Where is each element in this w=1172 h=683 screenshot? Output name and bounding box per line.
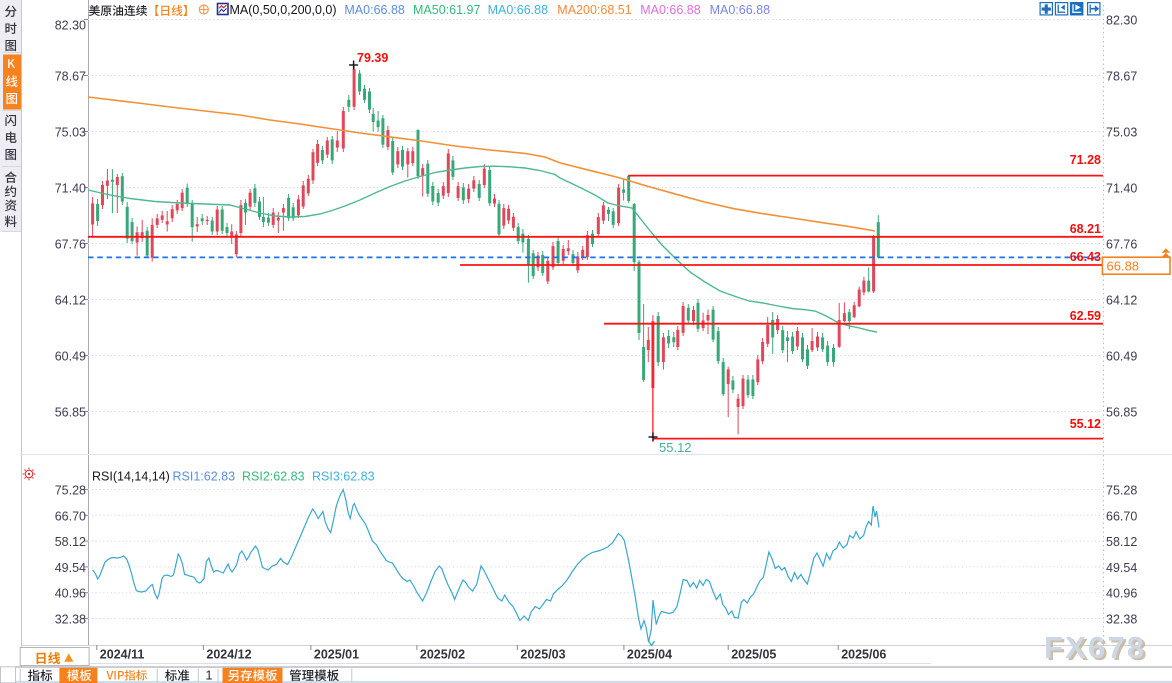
svg-text:MA0:66.88: MA0:66.88 xyxy=(488,3,549,17)
svg-text:1: 1 xyxy=(206,669,213,683)
svg-text:MA0:66.88: MA0:66.88 xyxy=(344,3,405,17)
svg-text:66.88: 66.88 xyxy=(1107,259,1140,274)
svg-text:75.03: 75.03 xyxy=(55,126,86,140)
svg-text:2025/01: 2025/01 xyxy=(314,648,359,662)
svg-text:71.28: 71.28 xyxy=(1070,153,1101,167)
svg-text:2025/06: 2025/06 xyxy=(841,648,886,662)
svg-text:40.96: 40.96 xyxy=(55,587,86,601)
svg-text:64.12: 64.12 xyxy=(1106,294,1137,308)
svg-text:75.03: 75.03 xyxy=(1106,126,1137,140)
svg-text:66.70: 66.70 xyxy=(1106,509,1137,523)
svg-text:58.12: 58.12 xyxy=(55,535,86,549)
svg-text:2025/03: 2025/03 xyxy=(520,648,565,662)
svg-text:82.30: 82.30 xyxy=(55,19,86,33)
svg-text:32.38: 32.38 xyxy=(55,613,86,627)
svg-text:75.28: 75.28 xyxy=(1106,484,1137,498)
svg-text:MA0:66.88: MA0:66.88 xyxy=(710,3,771,17)
svg-text:2025/05: 2025/05 xyxy=(731,648,776,662)
svg-text:55.12: 55.12 xyxy=(659,440,692,455)
svg-text:60.49: 60.49 xyxy=(55,350,86,364)
svg-text:FX678: FX678 xyxy=(1044,630,1146,665)
svg-text:75.28: 75.28 xyxy=(55,484,86,498)
svg-text:79.39: 79.39 xyxy=(357,51,388,65)
svg-text:MA200:68.51: MA200:68.51 xyxy=(557,3,631,17)
svg-text:66.70: 66.70 xyxy=(55,509,86,523)
svg-text:78.67: 78.67 xyxy=(55,70,86,84)
svg-text:RSI2:62.83: RSI2:62.83 xyxy=(242,470,305,484)
svg-text:MA0:66.88: MA0:66.88 xyxy=(640,3,701,17)
svg-text:68.21: 68.21 xyxy=(1070,222,1101,236)
svg-text:FX678: FX678 xyxy=(1047,632,1149,667)
svg-text:49.54: 49.54 xyxy=(55,561,86,575)
svg-text:49.54: 49.54 xyxy=(1106,561,1137,575)
svg-text:32.38: 32.38 xyxy=(1106,613,1137,627)
svg-text:64.12: 64.12 xyxy=(55,294,86,308)
svg-text:67.76: 67.76 xyxy=(55,238,86,252)
svg-text:MA50:61.97: MA50:61.97 xyxy=(413,3,480,17)
svg-text:2025/02: 2025/02 xyxy=(420,648,465,662)
svg-text:62.59: 62.59 xyxy=(1070,309,1101,323)
svg-text:82.30: 82.30 xyxy=(1106,14,1137,28)
svg-text:MA(0,50,0,200,0,0): MA(0,50,0,200,0,0) xyxy=(230,3,337,17)
svg-text:55.12: 55.12 xyxy=(1070,417,1101,431)
svg-text:2025/04: 2025/04 xyxy=(627,648,672,662)
svg-text:60.49: 60.49 xyxy=(1106,350,1137,364)
svg-text:40.96: 40.96 xyxy=(1106,587,1137,601)
svg-text:58.12: 58.12 xyxy=(1106,535,1137,549)
svg-text:78.67: 78.67 xyxy=(1106,70,1137,84)
svg-text:67.76: 67.76 xyxy=(1106,238,1137,252)
svg-text:66.43: 66.43 xyxy=(1070,250,1101,264)
svg-text:71.40: 71.40 xyxy=(55,182,86,196)
svg-text:RSI3:62.83: RSI3:62.83 xyxy=(312,470,375,484)
svg-text:RSI1:62.83: RSI1:62.83 xyxy=(173,470,236,484)
svg-text:RSI(14,14,14): RSI(14,14,14) xyxy=(92,470,170,484)
svg-text:71.40: 71.40 xyxy=(1106,182,1137,196)
svg-text:56.85: 56.85 xyxy=(1106,406,1137,420)
svg-text:2024/11: 2024/11 xyxy=(100,648,145,662)
svg-text:2024/12: 2024/12 xyxy=(206,648,251,662)
svg-text:56.85: 56.85 xyxy=(55,406,86,420)
